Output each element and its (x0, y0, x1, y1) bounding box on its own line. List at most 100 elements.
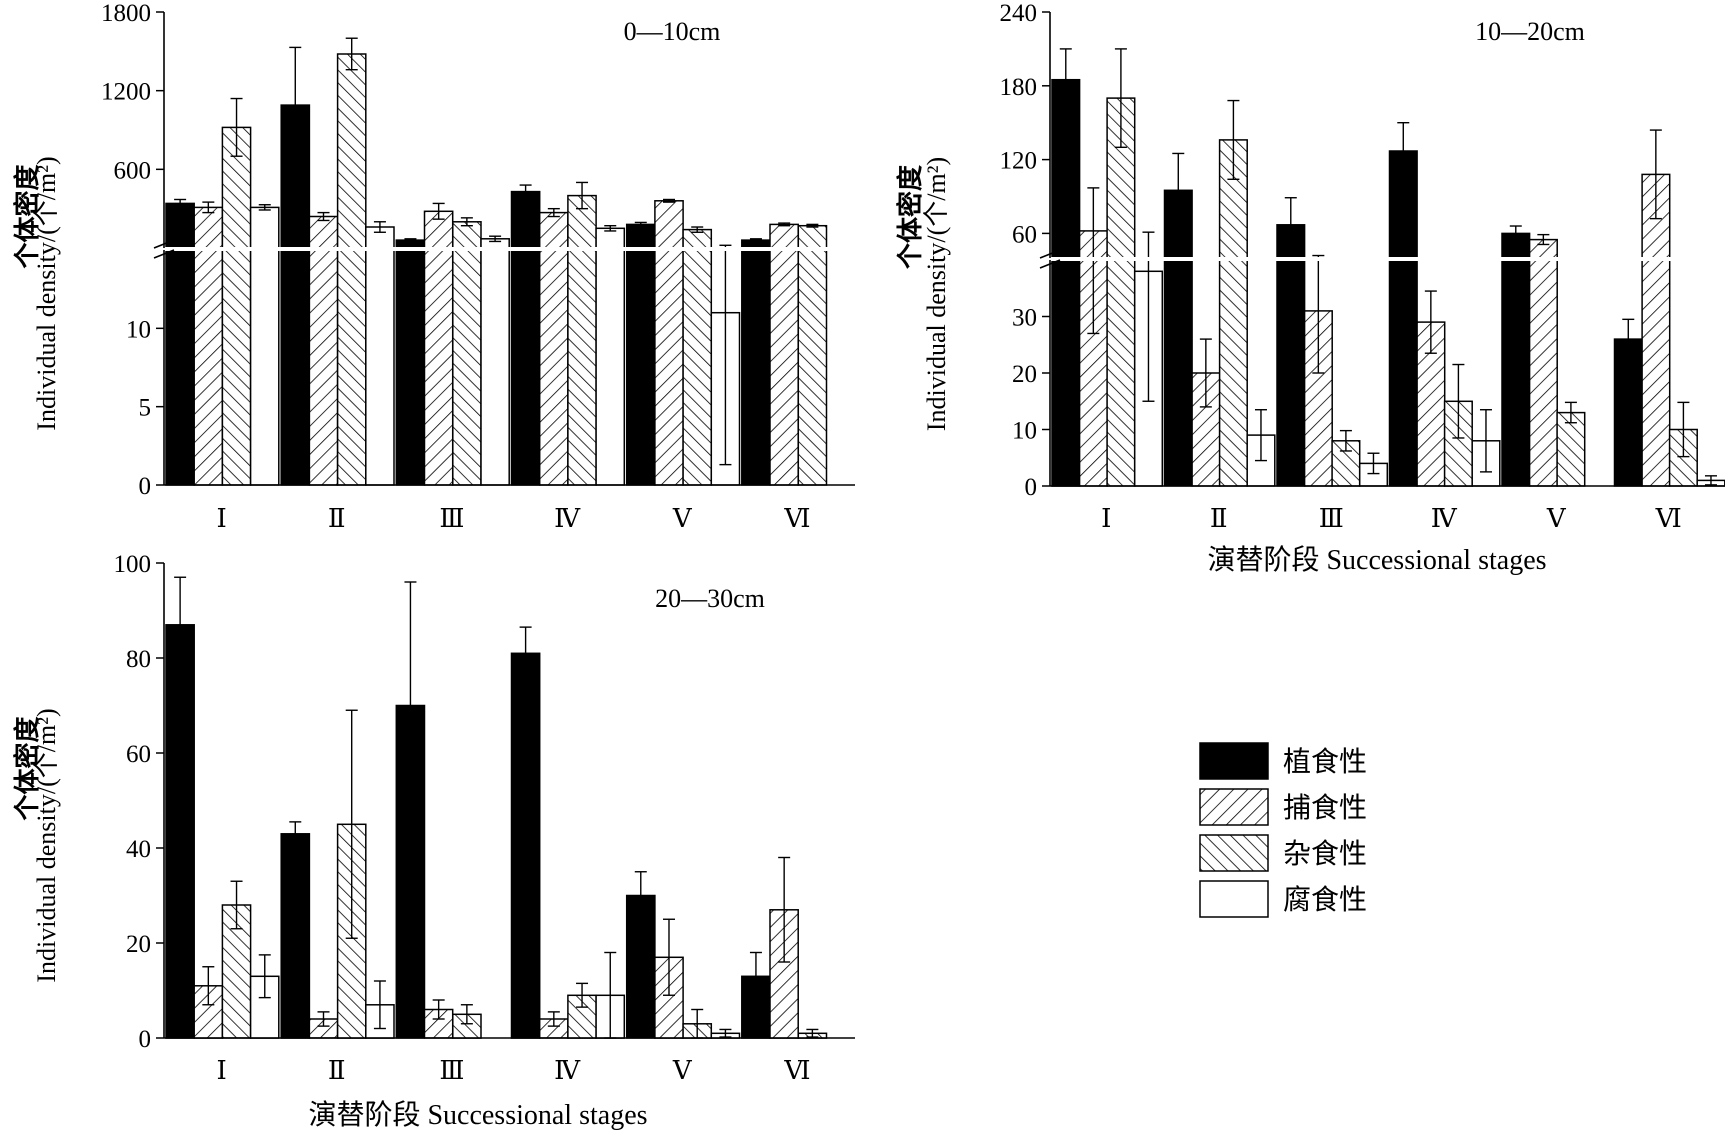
bar-omnivore-stage-6 (797, 224, 828, 486)
x-tick-label-stage-1: Ⅰ (216, 504, 226, 533)
legend-label-omnivore: 杂食性 (1283, 837, 1367, 870)
x-tick-label-stage-3: Ⅲ (439, 504, 464, 533)
error-bar-omnivore-stage-3 (460, 1004, 473, 1025)
x-tick-label-stage-6: Ⅵ (1655, 504, 1682, 533)
error-bar-herbivore-stage-5 (1509, 225, 1522, 242)
error-bar-predator-stage-5 (662, 198, 675, 203)
bar-herbivore-stage-3 (395, 239, 426, 486)
panel-20-30cm: 0 20 40 60 80 100 Ⅰ Ⅱ Ⅲ Ⅳ Ⅴ Ⅵ 20—30cm 个体密度Individual … (12, 551, 855, 1131)
error-bar-omnivore-stage-4 (576, 181, 589, 210)
bar-omnivore-stage-4 (567, 194, 597, 486)
error-bar-saprophage-stage-1 (258, 954, 271, 999)
error-bar-omnivore-stage-4 (576, 982, 589, 1008)
x-tick-label-stage-4: Ⅳ (554, 504, 581, 533)
bar-omnivore-stage-1 (1106, 97, 1136, 487)
y-axis-title-en: Individual density/(个/m²) (32, 156, 61, 430)
depth-label: 20—30cm (655, 584, 765, 613)
error-bar-omnivore-stage-6 (806, 1028, 819, 1038)
bar-omnivore-stage-5 (1556, 411, 1586, 487)
bar-saprophage-stage-4 (595, 227, 626, 486)
error-bar-saprophage-stage-2 (373, 221, 386, 233)
y-tick-label: 0 (139, 1026, 152, 1053)
legend-item-herbivore: 植食性 (1199, 742, 1367, 780)
x-tick-label-stage-4: Ⅳ (1431, 504, 1458, 533)
x-tick-label-stage-3: Ⅲ (1319, 504, 1344, 533)
error-bar-predator-stage-5 (1537, 233, 1550, 246)
error-bar-saprophage-stage-6 (1704, 475, 1717, 486)
error-bar-herbivore-stage-4 (519, 626, 532, 681)
legend-item-saprophage: 腐食性 (1199, 880, 1367, 918)
error-bar-herbivore-stage-4 (519, 184, 532, 199)
error-bar-predator-stage-1 (202, 966, 215, 1006)
error-bar-saprophage-stage-2 (1254, 409, 1267, 462)
bar-herbivore-stage-4 (510, 652, 541, 1039)
error-bar-omnivore-stage-5 (1564, 401, 1577, 424)
axis-break-mark-lower (153, 249, 175, 259)
legend-label-predator: 捕食性 (1283, 791, 1367, 824)
error-bar-herbivore-stage-2 (1172, 152, 1185, 228)
error-bar-herbivore-stage-6 (749, 951, 762, 1001)
error-bar-saprophage-stage-1 (258, 204, 271, 211)
error-bar-predator-stage-2 (1199, 338, 1212, 408)
x-tick-label-stage-4: Ⅳ (554, 1056, 581, 1085)
y-tick-label: 60 (126, 741, 151, 768)
y-tick-label: 60 (1012, 221, 1037, 248)
depth-label: 10—20cm (1475, 17, 1585, 46)
bar-herbivore-stage-1 (165, 202, 195, 486)
error-bar-predator-stage-6 (778, 222, 791, 227)
error-bar-herbivore-stage-5 (634, 221, 647, 228)
bar-predator-stage-6 (769, 223, 799, 486)
error-bar-omnivore-stage-3 (460, 217, 473, 227)
bar-saprophage-stage-1 (249, 206, 280, 486)
bar-herbivore-stage-2 (280, 833, 311, 1039)
legend-item-omnivore: 杂食性 (1199, 834, 1367, 872)
axis-break-mark-upper (153, 239, 175, 249)
bar-herbivore-stage-2 (1163, 189, 1193, 487)
error-bar-herbivore-stage-3 (404, 238, 417, 243)
panel-0-10cm: 0 5 10 600 1200 1800 Ⅰ Ⅱ Ⅲ Ⅳ Ⅴ Ⅵ 0—10cm 个体密度Individua… (12, 0, 857, 533)
x-axis-title: 演替阶段 Successional stages (308, 1099, 647, 1131)
legend-swatch-predator (1199, 788, 1269, 826)
error-bar-herbivore-stage-3 (1284, 197, 1297, 253)
error-bar-omnivore-stage-2 (1227, 99, 1240, 180)
y-tick-label: 1200 (101, 79, 151, 106)
bar-predator-stage-3 (423, 210, 454, 486)
y-tick-label: 30 (1012, 305, 1037, 332)
y-tick-label: 120 (1000, 148, 1038, 175)
y-tick-label: 100 (114, 551, 152, 578)
error-bar-predator-stage-6 (778, 856, 791, 963)
error-bar-omnivore-stage-6 (1677, 401, 1690, 458)
error-bar-herbivore-stage-6 (1622, 318, 1635, 360)
legend-label-saprophage: 腐食性 (1283, 883, 1367, 916)
error-bar-omnivore-stage-1 (230, 97, 243, 157)
legend-swatch-saprophage (1199, 880, 1269, 918)
error-bar-predator-stage-2 (317, 1011, 330, 1027)
y-axis-title-en: Individual density/(个/m²) (32, 708, 61, 982)
bar-herbivore-stage-2 (280, 104, 311, 486)
error-bar-herbivore-stage-4 (1397, 121, 1410, 180)
y-tick-label: 80 (126, 646, 151, 673)
y-tick-label: 600 (114, 157, 152, 184)
error-bar-predator-stage-4 (547, 1011, 560, 1027)
error-bar-predator-stage-6 (1649, 129, 1662, 220)
x-tick-label-stage-1: Ⅰ (1101, 504, 1111, 533)
error-bar-predator-stage-3 (1312, 254, 1325, 374)
bar-predator-stage-4 (538, 211, 569, 486)
legend-swatch-herbivore (1199, 742, 1269, 780)
y-axis-title-en: Individual density/(个/m²) (922, 157, 951, 431)
x-tick-label-stage-6: Ⅵ (783, 1056, 810, 1085)
bar-predator-stage-5 (654, 200, 684, 486)
x-tick-label-stage-5: Ⅴ (1546, 504, 1567, 533)
bar-herbivore-stage-6 (741, 239, 771, 486)
bar-herbivore-stage-4 (510, 190, 541, 486)
bar-omnivore-stage-2 (1218, 139, 1248, 487)
error-bar-herbivore-stage-1 (1059, 48, 1072, 112)
y-axis-title-cn: 个体密度 (12, 164, 42, 268)
bar-saprophage-stage-3 (480, 238, 510, 486)
error-bar-herbivore-stage-1 (174, 576, 187, 673)
y-tick-label: 10 (126, 316, 151, 343)
error-bar-herbivore-stage-5 (634, 871, 647, 920)
y-tick-label: 180 (1000, 74, 1038, 101)
y-axis-title-cn: 个体密度 (895, 165, 925, 269)
